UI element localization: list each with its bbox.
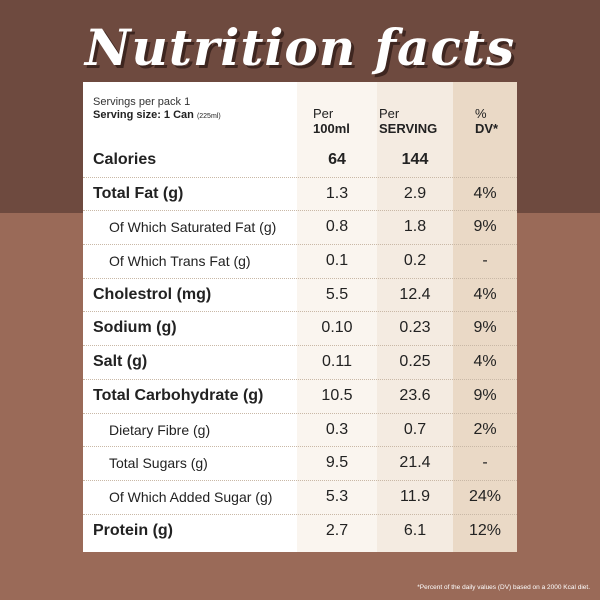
row-per-serving: 2.9 [403, 184, 427, 202]
row-dv: - [482, 252, 488, 270]
table-row: Salt (g) 0.11 0.25 4% [83, 346, 517, 380]
row-label: Protein (g) [93, 521, 173, 539]
row-dv: 12% [468, 521, 502, 539]
row-per-100ml: 64 [328, 151, 346, 168]
col-header-per-100ml: Per 100ml [313, 106, 350, 136]
col-header-per-100ml-line1: Per [313, 106, 334, 121]
table-row: Calories 64 144 [83, 144, 517, 178]
row-label: Cholestrol (mg) [93, 285, 212, 303]
row-label: Salt (g) [93, 353, 148, 371]
row-label: Calories [93, 151, 157, 168]
row-per-serving: 0.23 [399, 319, 431, 337]
row-per-100ml: 2.7 [325, 521, 349, 539]
table-row: Total Fat (g) 1.3 2.9 4% [83, 178, 517, 212]
row-per-100ml: 0.10 [321, 319, 353, 337]
row-label: Sodium (g) [93, 319, 177, 337]
row-dv: 4% [473, 353, 497, 371]
row-per-100ml: 0.11 [322, 353, 352, 371]
page-title: Nutrition facts [84, 18, 516, 77]
row-label: Total Fat (g) [93, 184, 184, 202]
row-dv: 4% [473, 184, 497, 202]
table-row: Cholestrol (mg) 5.5 12.4 4% [83, 279, 517, 313]
per-100ml-column-bg [297, 82, 377, 552]
row-dv: - [482, 454, 488, 472]
col-header-per-serving-line2: SERVING [379, 121, 438, 136]
row-label: Total Sugars (g) [109, 455, 208, 472]
col-header-dv-line2: DV* [475, 121, 499, 136]
table-row: Protein (g) 2.7 6.1 12% [83, 515, 517, 548]
table-row: Sodium (g) 0.10 0.23 9% [83, 312, 517, 347]
row-dv: 24% [468, 487, 502, 505]
row-per-serving: 12.4 [399, 285, 431, 303]
table-body: Calories 64 144 Total Fat (g) 1.3 2.9 4%… [83, 144, 517, 547]
row-per-serving: 1.8 [403, 218, 427, 236]
table-row: Dietary Fibre (g) 0.3 0.7 2% [83, 414, 517, 448]
row-per-serving: 0.2 [403, 252, 427, 270]
dv-column-bg [453, 82, 517, 552]
row-per-100ml: 0.1 [325, 252, 349, 270]
row-per-serving: 23.6 [399, 386, 431, 404]
serving-size: Serving size: 1 Can (225ml) [93, 109, 221, 121]
row-label: Of Which Trans Fat (g) [109, 253, 251, 270]
row-label: Dietary Fibre (g) [109, 421, 211, 438]
row-per-serving: 0.7 [403, 420, 427, 438]
footnote: *Percent of the daily values (DV) based … [417, 584, 590, 591]
row-per-100ml: 0.8 [325, 218, 349, 236]
row-per-100ml: 5.3 [325, 487, 349, 505]
col-header-dv-line1: % [475, 106, 487, 121]
row-per-serving: 144 [401, 151, 429, 168]
nutrition-table: Servings per pack 1 Serving size: 1 Can … [83, 82, 517, 552]
row-per-serving: 11.9 [400, 487, 430, 505]
col-header-per-serving-line1: Per [379, 106, 400, 121]
row-dv: 2% [473, 420, 497, 438]
serving-size-ml: (225ml) [196, 113, 221, 120]
row-label: Total Carbohydrate (g) [93, 386, 264, 404]
row-per-100ml: 10.5 [321, 386, 353, 404]
row-per-100ml: 5.5 [325, 285, 349, 303]
row-dv: 9% [473, 319, 497, 337]
serving-size-label: Serving size: 1 Can [93, 109, 194, 121]
row-dv: 4% [473, 285, 497, 303]
table-row: Of Which Saturated Fat (g) 0.8 1.8 9% [83, 211, 517, 246]
table-header: Servings per pack 1 Serving size: 1 Can … [83, 82, 517, 144]
col-header-dv: % DV* [475, 106, 498, 136]
row-dv: 9% [473, 218, 497, 236]
table-row: Of Which Trans Fat (g) 0.1 0.2 - [83, 245, 517, 279]
row-per-serving: 21.4 [399, 454, 431, 472]
row-label: Of Which Saturated Fat (g) [109, 219, 277, 236]
row-per-100ml: 0.3 [325, 420, 349, 438]
row-per-100ml: 9.5 [325, 454, 349, 472]
row-dv: 9% [473, 386, 497, 404]
row-label: Of Which Added Sugar (g) [109, 488, 273, 505]
row-per-serving: 6.1 [403, 521, 427, 539]
col-header-per-serving: Per SERVING [379, 106, 437, 136]
table-row: Total Sugars (g) 9.5 21.4 - [83, 447, 517, 481]
table-row: Total Carbohydrate (g) 10.5 23.6 9% [83, 380, 517, 414]
col-header-per-100ml-line2: 100ml [313, 121, 350, 136]
per-serving-column-bg [377, 82, 453, 552]
row-per-100ml: 1.3 [325, 184, 349, 202]
table-row: Of Which Added Sugar (g) 5.3 11.9 24% [83, 481, 517, 515]
row-per-serving: 0.25 [399, 353, 431, 371]
servings-per-pack: Servings per pack 1 [93, 96, 191, 108]
